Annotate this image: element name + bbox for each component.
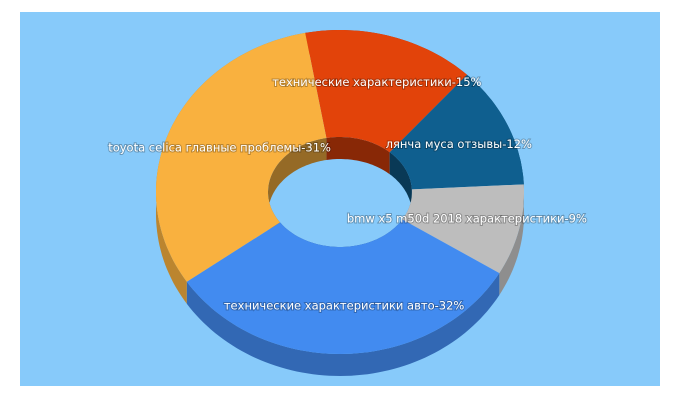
data-label: bmw x5 m50d 2018 характеристики-9% (347, 211, 587, 225)
slice (402, 184, 524, 274)
slice-inner-wall (326, 137, 390, 175)
data-label: лянча муса отзывы-12% (386, 137, 532, 151)
slice-outer-wall (499, 184, 524, 296)
data-label: технические характеристики-15% (272, 75, 481, 89)
slice (305, 30, 467, 153)
slice-outer-wall (186, 273, 500, 376)
data-label: технические характеристики авто-32% (224, 298, 465, 312)
slice-inner-wall (268, 138, 327, 245)
slice (156, 32, 327, 282)
slice (186, 219, 500, 354)
data-label: toyota celica главные проблемы-31% (108, 140, 331, 154)
slice (389, 74, 524, 190)
slice-inner-wall (389, 152, 412, 212)
